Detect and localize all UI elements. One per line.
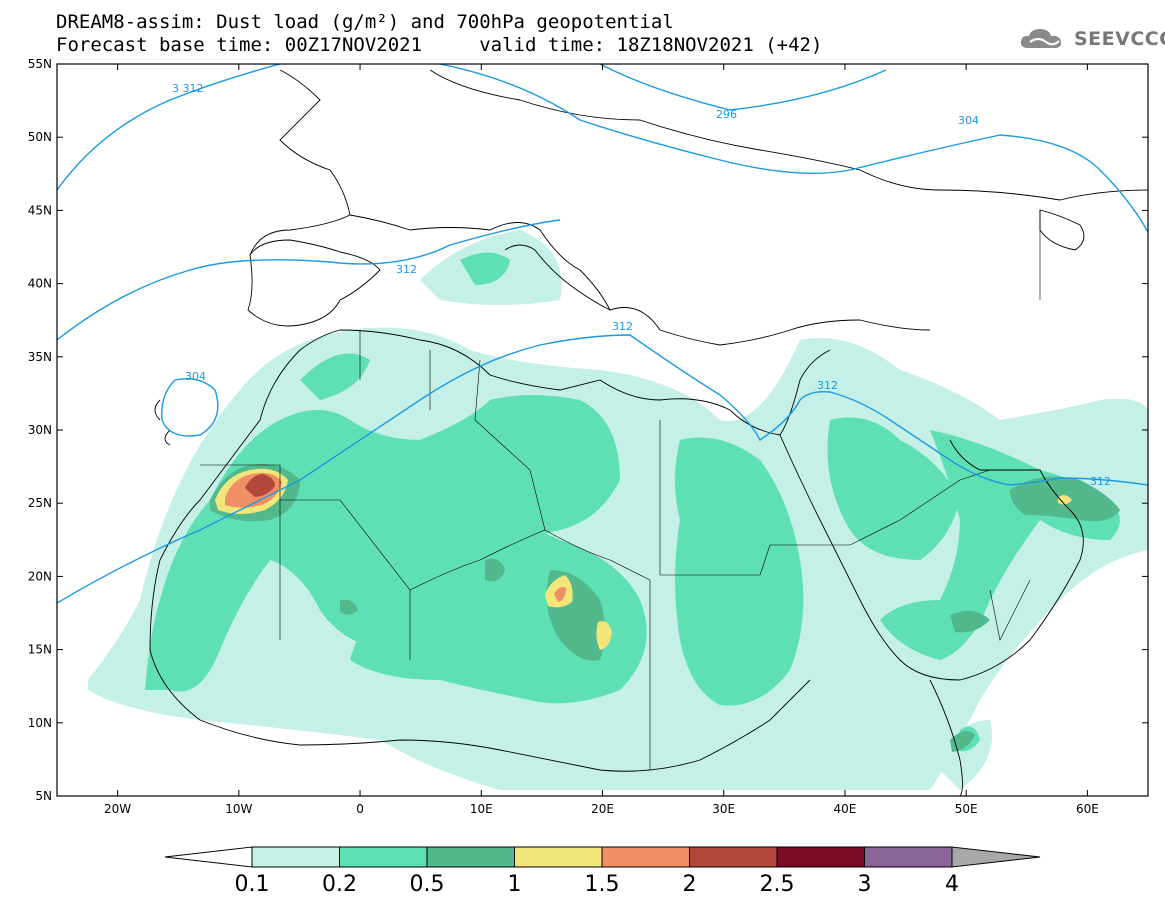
colorbar-label: 0.5: [410, 872, 445, 897]
lon-label: 10E: [470, 802, 493, 816]
contour-label: 3 312: [172, 82, 204, 95]
colorbar-segment: [514, 846, 603, 868]
contour-label: 312: [817, 379, 838, 392]
colorbar-segment: [689, 846, 778, 868]
lat-label: 40N: [28, 277, 52, 291]
colorbar-segment: [601, 846, 690, 868]
colorbar-segment: [864, 846, 953, 868]
lon-label: 60E: [1076, 802, 1099, 816]
lon-label: 40E: [834, 802, 857, 816]
logo-text: SEEVCCC: [1074, 28, 1165, 50]
colorbar-label: 0.1: [235, 872, 270, 897]
colorbar-high-arrow: [951, 846, 1041, 868]
colorbar-low-arrow: [164, 846, 253, 868]
dust-field: [88, 230, 1148, 790]
colorbar-label: 4: [945, 872, 959, 897]
geopotential-contours: [57, 64, 1148, 604]
longitude-axis: 20W 10W 0 10E 20E 30E 40E 50E 60E: [104, 64, 1099, 816]
dust-level-2: [245, 474, 275, 497]
colorbar-label: 1.5: [585, 872, 620, 897]
lon-label: 20W: [104, 802, 131, 816]
colorbar-label: 2: [683, 872, 697, 897]
contour-label: 312: [612, 320, 633, 333]
contour-label: 312: [396, 263, 417, 276]
lat-label: 5N: [35, 789, 52, 803]
latitude-axis: 55N 50N 45N 40N 35N 30N 25N 20N 15N 10N 5N: [28, 57, 1148, 803]
lat-label: 25N: [28, 496, 52, 510]
colorbar-label: 3: [858, 872, 872, 897]
lon-label: 50E: [955, 802, 978, 816]
lon-label: 0: [356, 802, 364, 816]
map-title: DREAM8-assim: Dust load (g/m²) and 700hP…: [56, 11, 674, 33]
contour-label: 312: [1090, 475, 1111, 488]
lat-label: 55N: [28, 57, 52, 71]
colorbar: 0.1 0.2 0.5 1 1.5 2 2.5 3 4: [164, 846, 1041, 897]
contour-label: 296: [716, 108, 737, 121]
lon-label: 20E: [591, 802, 614, 816]
lon-label: 30E: [712, 802, 735, 816]
colorbar-segment: [251, 846, 340, 868]
cloud-icon: [1020, 29, 1062, 48]
lat-label: 10N: [28, 716, 52, 730]
seevccc-logo: SEEVCCC: [1018, 26, 1165, 52]
contour-label: 304: [958, 114, 979, 127]
lat-label: 30N: [28, 423, 52, 437]
coastlines: [149, 69, 1148, 796]
lat-label: 50N: [28, 130, 52, 144]
contour-label-group: 3 312 296 304 312 312 304 312 312: [172, 82, 1111, 488]
lat-label: 20N: [28, 569, 52, 583]
lat-label: 15N: [28, 643, 52, 657]
lat-label: 45N: [28, 203, 52, 217]
colorbar-label: 2.5: [760, 872, 795, 897]
lon-label: 10W: [225, 802, 252, 816]
colorbar-label: 1: [508, 872, 522, 897]
colorbar-label: 0.2: [322, 872, 357, 897]
forecast-time-line: Forecast base time: 00Z17NOV2021 valid t…: [56, 34, 823, 56]
colorbar-segment: [776, 846, 865, 868]
borders: [200, 210, 1041, 770]
colorbar-segment: [426, 846, 515, 868]
contour-label: 304: [185, 370, 206, 383]
colorbar-segment: [339, 846, 428, 868]
lat-label: 35N: [28, 350, 52, 364]
